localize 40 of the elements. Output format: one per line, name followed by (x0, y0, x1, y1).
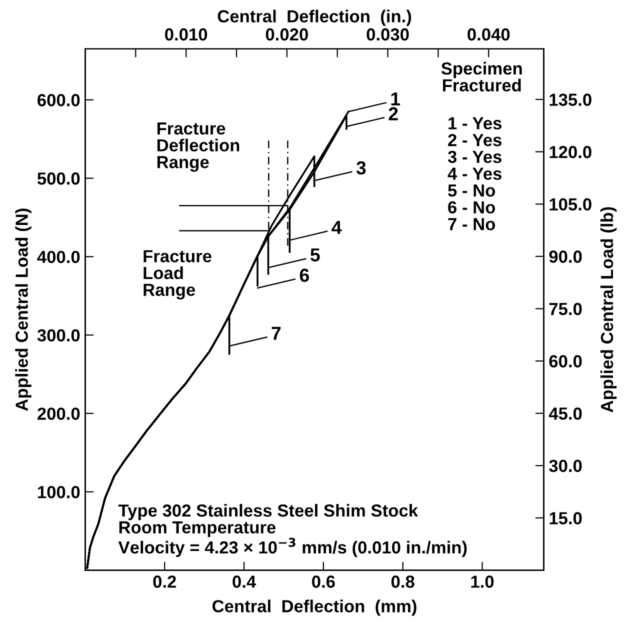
annotation: Type 302 Stainless Steel Shim Stock Room Temperature Velocity = 4.23 × 10$^{−3}$ mm/s (0.010 in./min) (118, 504, 467, 558)
y-tick-label: 300.0 (37, 329, 80, 342)
x-tick-label: 0.8 (391, 576, 414, 588)
annotation: 2 (388, 107, 398, 120)
y2-tick-label: 135.0 (550, 94, 592, 106)
y2-tick-label: 45.0 (548, 407, 582, 420)
x-tick-label: 0.2 (153, 576, 176, 588)
x2-tick-label: 0.020 (266, 28, 308, 41)
x2-tick-label: 0.030 (366, 28, 409, 41)
y2-tick-label: 75.0 (549, 302, 582, 316)
x2-tick-label: 0.040 (468, 28, 510, 41)
x-tick-label: 1.0 (471, 576, 494, 588)
annotation: 4 (332, 221, 342, 234)
annotation: 6 (300, 268, 309, 282)
y2-tick-label: 30.0 (549, 460, 582, 472)
y2-tick-label: 15.0 (550, 512, 582, 524)
annotation: 7 (272, 326, 281, 340)
annotation: Fracture Deflection Range (157, 122, 240, 172)
y-tick-label: 100.0 (38, 486, 80, 498)
annotation: Fracture Load Range (144, 250, 212, 300)
annotation: 1 - Yes 2 - Yes 3 - Yes 4 - Yes 5 - No 6 - No 7 - No (448, 117, 502, 230)
y2-tick-label: 60.0 (549, 355, 582, 368)
y-tick-label: 500.0 (37, 172, 80, 185)
annotation: Specimen Fractured (441, 62, 522, 92)
y-tick-label: 600.0 (38, 94, 80, 106)
x2-tick-label: 0.010 (165, 28, 208, 41)
y-tick-label: 200.0 (38, 408, 80, 420)
y2-tick-label: 90.0 (549, 250, 582, 263)
y2-tick-label: 105.0 (550, 198, 592, 211)
x-axis-title: Central Deflection (mm) (212, 600, 416, 616)
annotation: 1 (391, 92, 400, 106)
x-tick-label: 0.4 (232, 576, 256, 588)
y-tick-label: 400.0 (37, 250, 80, 264)
x-tick-label: 0.6 (312, 576, 335, 588)
y2-tick-label: 120.0 (550, 146, 592, 158)
annotation: 3 (356, 161, 366, 175)
y2-axis-title: Applied Central Load (lb) (600, 207, 617, 412)
y-axis-title: Applied Central Load (N) (15, 208, 32, 411)
x2-axis-title: Central Deflection (in.) (218, 10, 412, 26)
annotation: 5 (310, 248, 320, 262)
